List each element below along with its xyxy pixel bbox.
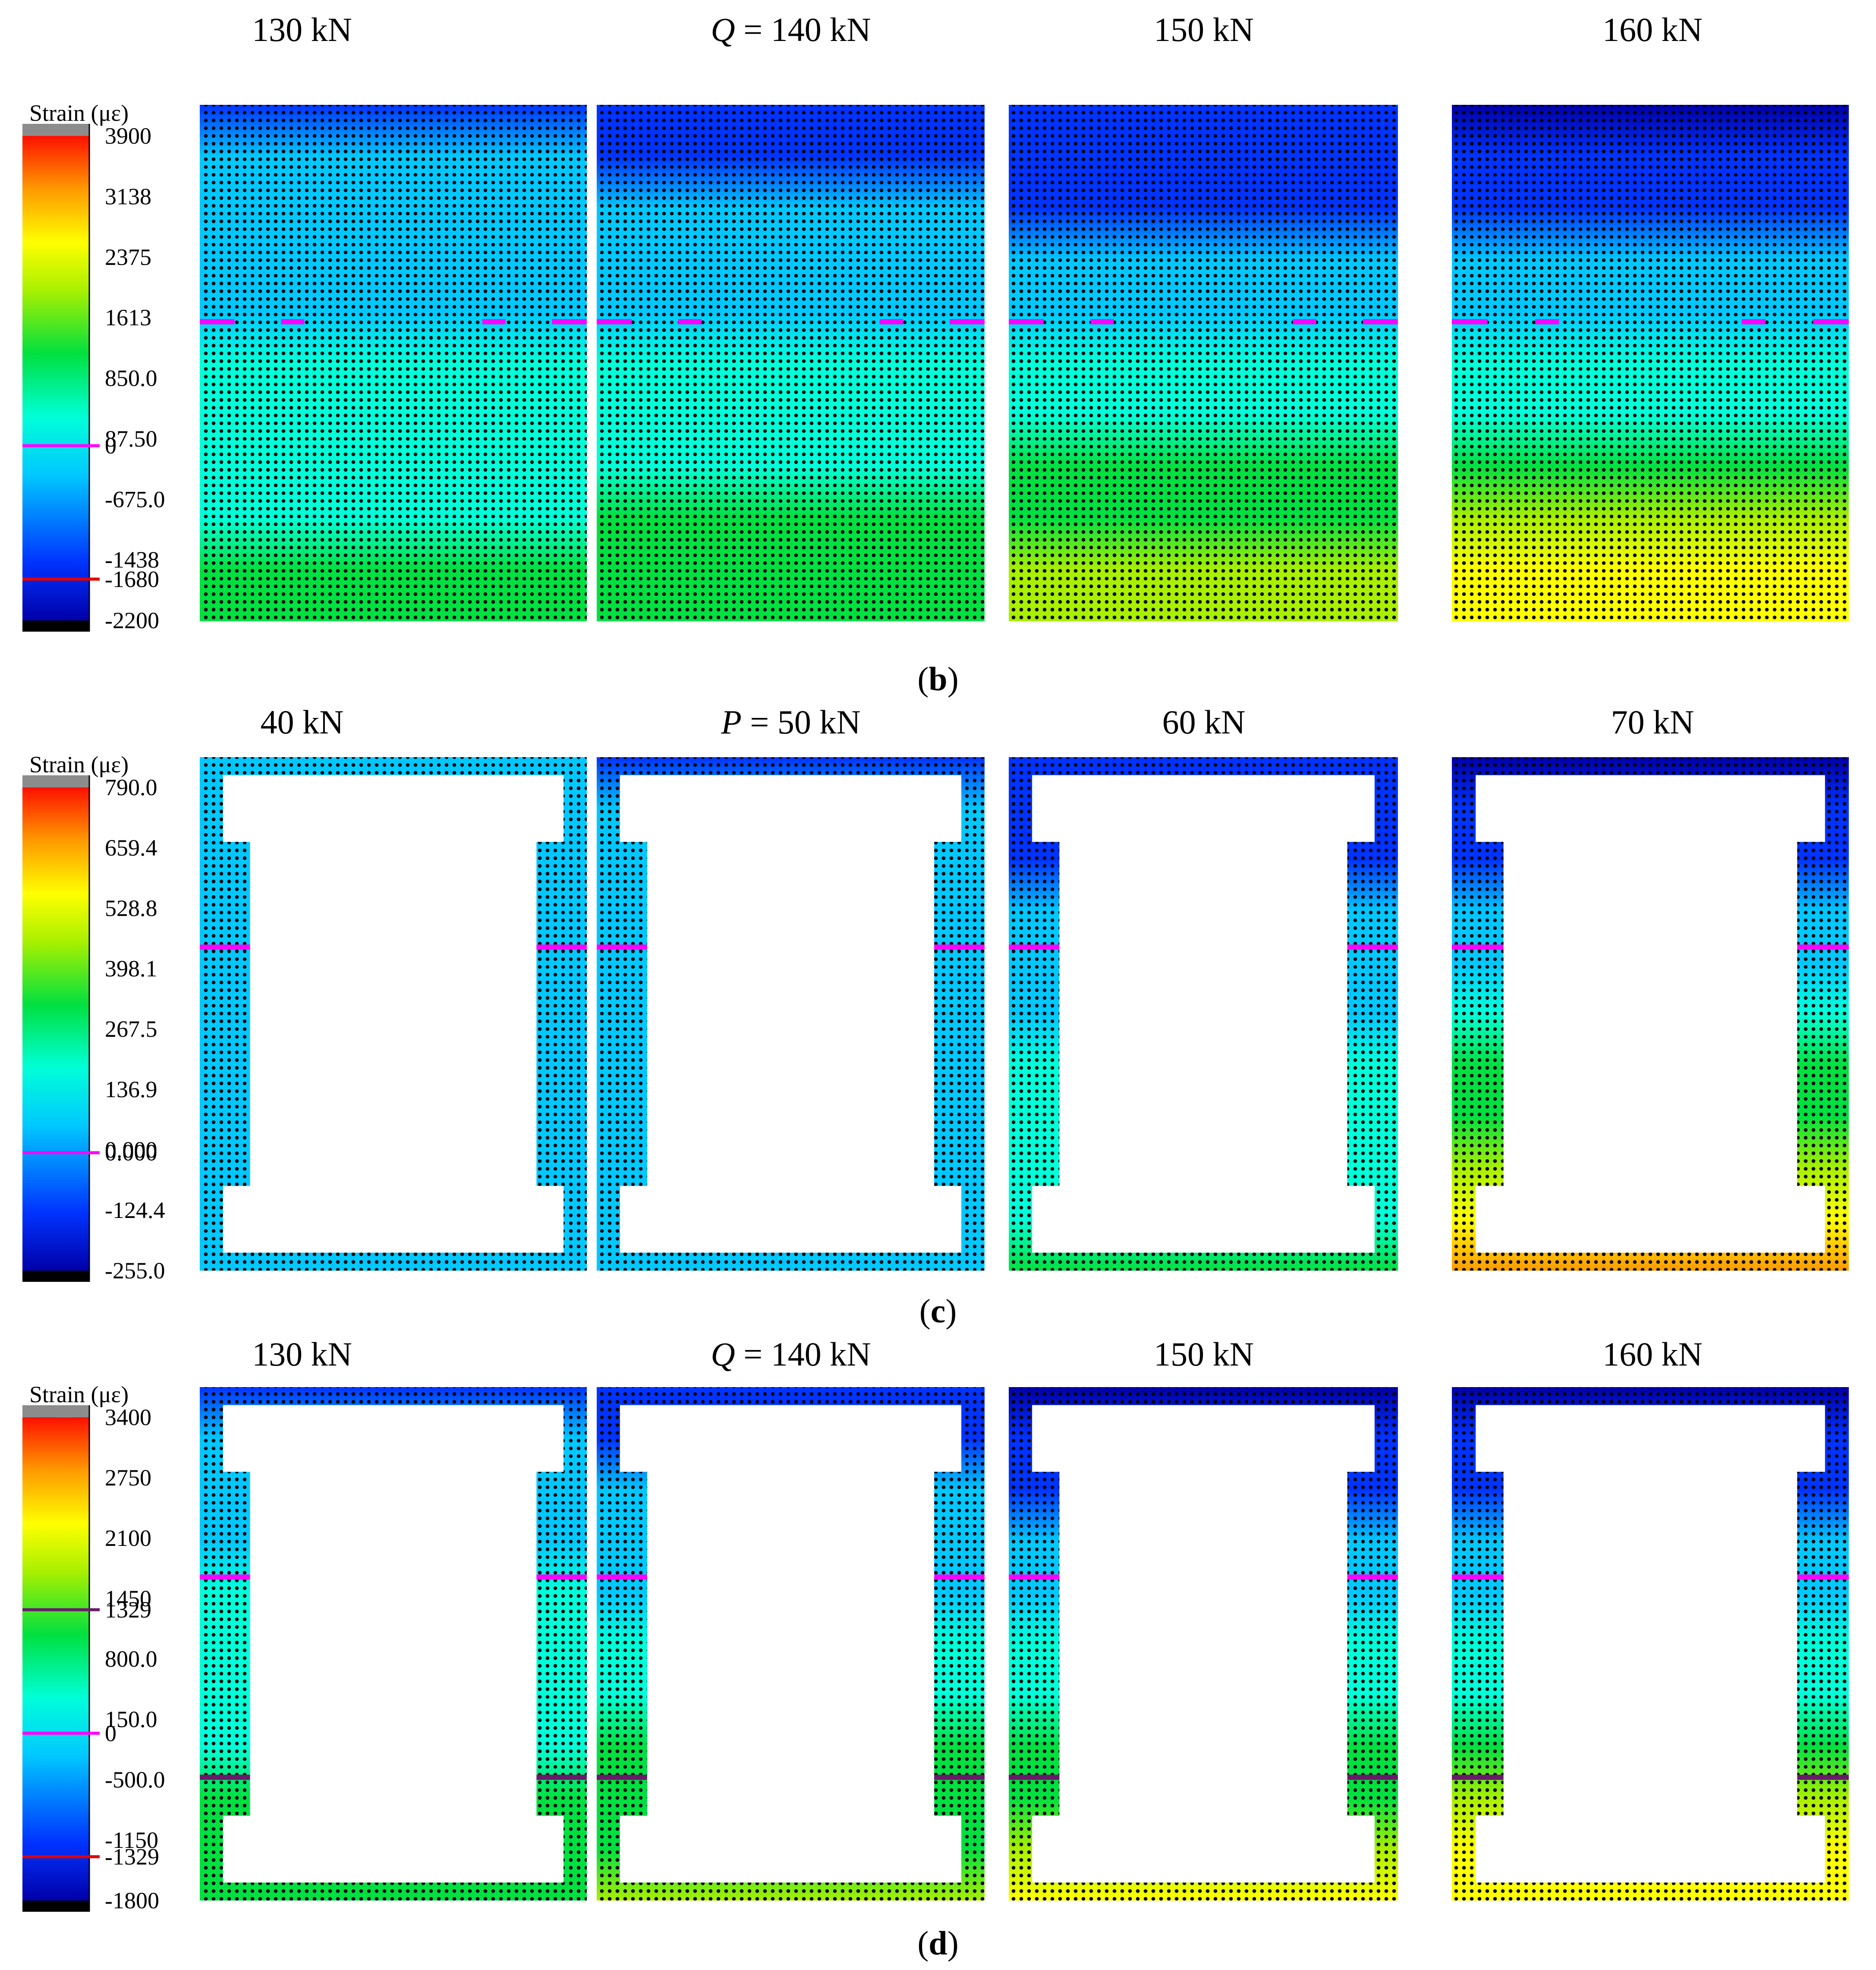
mesh-body (597, 757, 985, 1271)
legend-marker-label: 0 (105, 1720, 116, 1746)
legend-color-bar (22, 787, 89, 1271)
legend-tick-label: 267.5 (105, 1016, 157, 1042)
strain-legend: Strain (με)3900 3138 2375 1613 850.0 87.50 -67… (22, 100, 165, 633)
load-label: 60 kN (1162, 703, 1246, 741)
strain-legend: Strain (με)790.0 659.4 528.8 398.1 267.5 136.… (22, 752, 165, 1284)
legend-tick-label: 1613 (105, 305, 151, 330)
figure-row-d: Strain (με)3400 2750 2100 1450 800.0 150.0 -50… (22, 1335, 1849, 1962)
legend-marker-label: 0.000 (105, 1140, 157, 1166)
contour-panel: Q = 140 kN (597, 1335, 985, 1901)
legend-tick-label: 3900 (105, 123, 151, 149)
legend-tick-label: 1450 (105, 1586, 151, 1611)
mesh-body (200, 1387, 587, 1901)
legend-tick-label: -675.0 (105, 486, 165, 512)
legend-title: Strain (με) (29, 752, 129, 777)
contour-panel: 160 kN (1452, 11, 1849, 621)
contour-panel: 160 kN (1452, 1335, 1849, 1901)
contour-panel: P = 50 kN (597, 703, 985, 1271)
legend-tick-label: -124.4 (105, 1197, 165, 1223)
load-label: 150 kN (1154, 1335, 1254, 1373)
legend-tick-label: -255.0 (105, 1258, 165, 1284)
legend-tick-label: 2750 (105, 1465, 151, 1491)
legend-tick-label: 790.0 (105, 774, 157, 800)
legend-marker-label: 1329 (105, 1597, 151, 1623)
legend-marker-label: 0 (105, 433, 116, 459)
panel-letter: (b) (917, 660, 958, 698)
legend-tick-label: -1150 (105, 1827, 158, 1853)
load-label: P = 50 kN (721, 703, 861, 741)
load-label: 130 kN (252, 11, 352, 48)
legend-over-cap (22, 1405, 89, 1417)
contour-panel: Q = 140 kN (597, 11, 985, 621)
load-label: Q = 140 kN (711, 1335, 871, 1373)
legend-tick-label: 398.1 (105, 956, 157, 982)
load-label: Q = 140 kN (711, 11, 871, 48)
strain-legend: Strain (με)3400 2750 2100 1450 800.0 150.0 -50… (22, 1382, 165, 1913)
contour-panel: 150 kN (1009, 1335, 1398, 1901)
legend-tick-label: 528.8 (105, 895, 157, 921)
contour-panel: 40 kN (200, 703, 587, 1271)
panel-letter: (c) (919, 1292, 957, 1330)
mesh-body (1009, 1387, 1398, 1901)
panel-letter: (d) (917, 1924, 958, 1962)
legend-under-cap (22, 620, 89, 632)
contour-panel: 70 kN (1452, 703, 1849, 1271)
load-label: 130 kN (252, 1335, 352, 1373)
load-label: 40 kN (261, 703, 344, 741)
load-label: 150 kN (1154, 11, 1254, 48)
mesh-body (1452, 105, 1849, 621)
legend-tick-label: 3138 (105, 183, 151, 209)
mesh-body (1452, 1387, 1849, 1901)
legend-under-cap (22, 1271, 89, 1282)
legend-title: Strain (με) (29, 100, 129, 126)
legend-tick-label: 2375 (105, 244, 151, 270)
contour-panel: 130 kN (200, 11, 587, 621)
mesh-body (597, 1387, 985, 1901)
legend-marker-label: -1680 (105, 566, 159, 592)
legend-tick-label: -1800 (105, 1888, 159, 1913)
legend-over-cap (22, 124, 89, 136)
legend-tick-label: 87.50 (105, 426, 157, 452)
load-label: 160 kN (1602, 11, 1703, 48)
legend-tick-label: 850.0 (105, 365, 157, 391)
legend-tick-label: -500.0 (105, 1767, 165, 1793)
load-label: 70 kN (1611, 703, 1694, 741)
legend-tick-label: -2200 (105, 607, 159, 633)
figure-row-c: Strain (με)790.0 659.4 528.8 398.1 267.5 136.… (22, 703, 1849, 1330)
contour-panel: 130 kN (200, 1335, 587, 1901)
load-label: 160 kN (1602, 1335, 1703, 1373)
mesh-body (1009, 757, 1398, 1271)
legend-tick-label: 800.0 (105, 1646, 157, 1672)
legend-title: Strain (με) (29, 1382, 129, 1407)
legend-over-cap (22, 775, 89, 787)
legend-under-cap (22, 1901, 89, 1912)
mesh-body (1452, 757, 1849, 1271)
legend-tick-label: 136.9 (105, 1076, 157, 1102)
legend-marker-label: -1329 (105, 1844, 159, 1870)
legend-tick-label: 150.0 (105, 1706, 157, 1732)
legend-color-bar (22, 136, 89, 620)
legend-tick-label: 659.4 (105, 835, 157, 861)
legend-tick-label: 0.000 (105, 1137, 157, 1163)
contour-panel: 60 kN (1009, 703, 1398, 1271)
legend-tick-label: -1438 (105, 547, 159, 573)
mesh-body (200, 757, 587, 1271)
contour-panel: 150 kN (1009, 11, 1398, 621)
mesh-body (1009, 105, 1398, 621)
legend-color-bar (22, 1417, 89, 1901)
legend-tick-label: 2100 (105, 1525, 151, 1551)
figure-row-b: Strain (με)3900 3138 2375 1613 850.0 87.50 -67… (22, 11, 1849, 698)
mesh-body (200, 105, 587, 621)
mesh-body (597, 105, 985, 621)
legend-tick-label: 3400 (105, 1404, 151, 1430)
